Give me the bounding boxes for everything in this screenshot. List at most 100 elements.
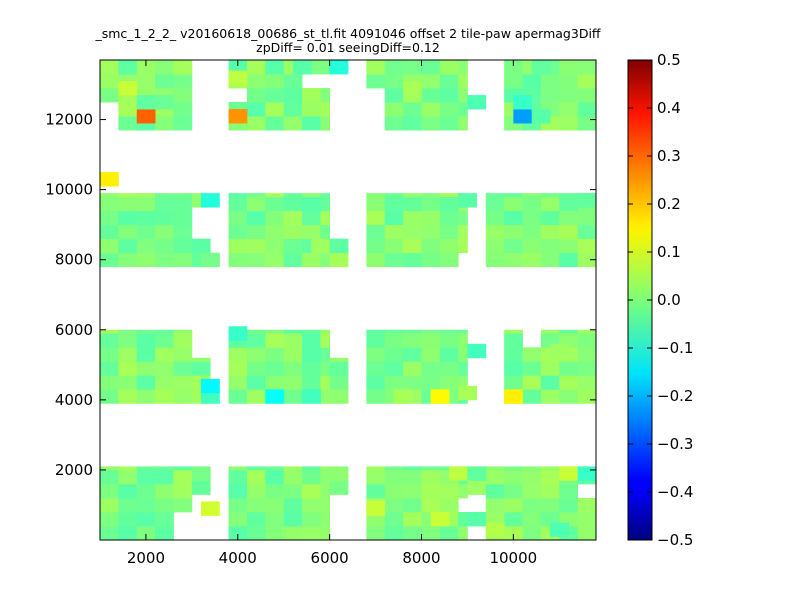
heatmap-cell bbox=[403, 329, 422, 334]
heatmap-cell bbox=[540, 466, 560, 471]
heatmap-cell bbox=[421, 196, 441, 212]
heatmap-cell bbox=[485, 466, 505, 471]
heatmap-cell-highlight bbox=[329, 60, 349, 75]
heatmap-cell bbox=[265, 466, 285, 471]
heatmap-cell bbox=[439, 238, 459, 254]
heatmap-cell bbox=[577, 102, 596, 117]
colorbar-tick-label: 0.4 bbox=[657, 99, 681, 117]
heatmap-cell-highlight bbox=[458, 193, 477, 208]
heatmap-cell bbox=[421, 238, 441, 254]
heatmap-cell bbox=[540, 238, 560, 254]
heatmap-cell bbox=[118, 196, 138, 212]
heatmap-cell bbox=[100, 375, 119, 390]
heatmap-cell bbox=[439, 210, 459, 226]
heatmap-cell bbox=[265, 483, 285, 499]
colorbar-tick-label: 0.2 bbox=[657, 195, 681, 213]
y-tick-label: 2000 bbox=[55, 461, 93, 479]
heatmap-cell bbox=[458, 210, 468, 226]
heatmap-cell bbox=[366, 329, 386, 334]
heatmap-cell bbox=[504, 511, 523, 527]
heatmap-cell bbox=[283, 74, 303, 89]
heatmap-cell-highlight bbox=[393, 389, 413, 404]
heatmap-cell bbox=[155, 193, 174, 198]
heatmap-cell bbox=[577, 224, 596, 240]
heatmap-cell bbox=[421, 88, 441, 103]
heatmap-cell bbox=[522, 483, 542, 499]
heatmap-cell bbox=[540, 224, 560, 240]
heatmap-cell bbox=[329, 238, 349, 254]
heatmap-cell bbox=[522, 361, 542, 376]
heatmap-cell bbox=[228, 193, 248, 198]
colorbar-tick-label: 0.5 bbox=[657, 51, 681, 69]
heatmap-cell-highlight bbox=[155, 95, 174, 110]
heatmap-cell bbox=[118, 525, 138, 540]
heatmap-cell bbox=[320, 483, 331, 499]
heatmap-cell bbox=[246, 74, 266, 89]
heatmap-cell bbox=[403, 361, 422, 376]
heatmap-cell bbox=[136, 74, 156, 89]
heatmap-cell bbox=[439, 74, 459, 89]
heatmap-cell bbox=[320, 60, 331, 75]
heatmap-cell bbox=[302, 483, 321, 499]
heatmap-cell bbox=[439, 329, 459, 334]
heatmap-cell bbox=[283, 466, 303, 471]
heatmap-cell bbox=[173, 483, 193, 499]
heatmap-cell bbox=[329, 252, 349, 268]
heatmap-cell-highlight bbox=[100, 172, 119, 187]
colorbar-tick-label: 0.1 bbox=[657, 243, 681, 261]
heatmap-cell bbox=[485, 210, 505, 226]
heatmap-cell bbox=[540, 252, 560, 268]
heatmap-cell bbox=[559, 238, 579, 254]
heatmap-cell bbox=[320, 102, 331, 117]
heatmap-cell bbox=[540, 469, 560, 485]
heatmap-cell bbox=[540, 389, 560, 404]
heatmap-cell bbox=[366, 375, 386, 390]
heatmap-cell bbox=[559, 116, 579, 131]
heatmap-cell-highlight bbox=[531, 60, 551, 75]
heatmap-cell bbox=[265, 252, 285, 268]
heatmap-cell bbox=[136, 60, 156, 75]
heatmap-cell bbox=[421, 224, 441, 240]
heatmap-cell bbox=[246, 329, 266, 334]
heatmap-cell bbox=[439, 60, 459, 75]
heatmap-cell-highlight bbox=[550, 522, 569, 537]
heatmap-cell bbox=[458, 347, 468, 362]
heatmap-cell bbox=[439, 525, 459, 540]
heatmap-cell bbox=[246, 511, 266, 527]
heatmap-cell bbox=[559, 224, 579, 240]
heatmap-cell bbox=[577, 497, 596, 513]
heatmap-cell bbox=[559, 361, 579, 376]
heatmap-cell bbox=[522, 74, 542, 89]
heatmap-cell bbox=[173, 88, 193, 103]
heatmap-cell bbox=[504, 375, 523, 390]
heatmap-cell bbox=[100, 196, 119, 212]
heatmap-cell bbox=[504, 333, 523, 348]
heatmap-cell bbox=[173, 116, 193, 131]
heatmap-cell bbox=[136, 210, 156, 226]
heatmap-cell bbox=[283, 238, 303, 254]
x-axis: 2000 4000 6000 8000 10000 bbox=[127, 60, 537, 567]
heatmap-cell bbox=[577, 88, 596, 103]
heatmap-cell-highlight bbox=[559, 466, 579, 481]
heatmap-cell bbox=[366, 469, 386, 485]
heatmap-cell bbox=[302, 466, 321, 471]
heatmap-cell bbox=[265, 210, 285, 226]
heatmap-cell bbox=[384, 238, 404, 254]
heatmap-cell bbox=[522, 466, 542, 471]
heatmap-cell bbox=[136, 361, 156, 376]
heatmap-cell bbox=[228, 224, 248, 240]
heatmap-cell bbox=[265, 375, 285, 390]
heatmap-cell bbox=[118, 238, 138, 254]
heatmap-cell bbox=[403, 224, 422, 240]
heatmap-cell bbox=[173, 193, 193, 198]
heatmap-cell bbox=[283, 252, 303, 268]
heatmap-cell bbox=[559, 196, 579, 212]
heatmap-cell bbox=[329, 389, 349, 404]
heatmap-cell bbox=[577, 329, 596, 334]
heatmap-cell bbox=[577, 375, 596, 390]
heatmap-cell bbox=[366, 333, 386, 348]
heatmap-cell bbox=[246, 88, 266, 103]
heatmap-cell bbox=[320, 196, 331, 212]
heatmap-cell bbox=[540, 361, 560, 376]
heatmap-cell bbox=[118, 497, 138, 513]
